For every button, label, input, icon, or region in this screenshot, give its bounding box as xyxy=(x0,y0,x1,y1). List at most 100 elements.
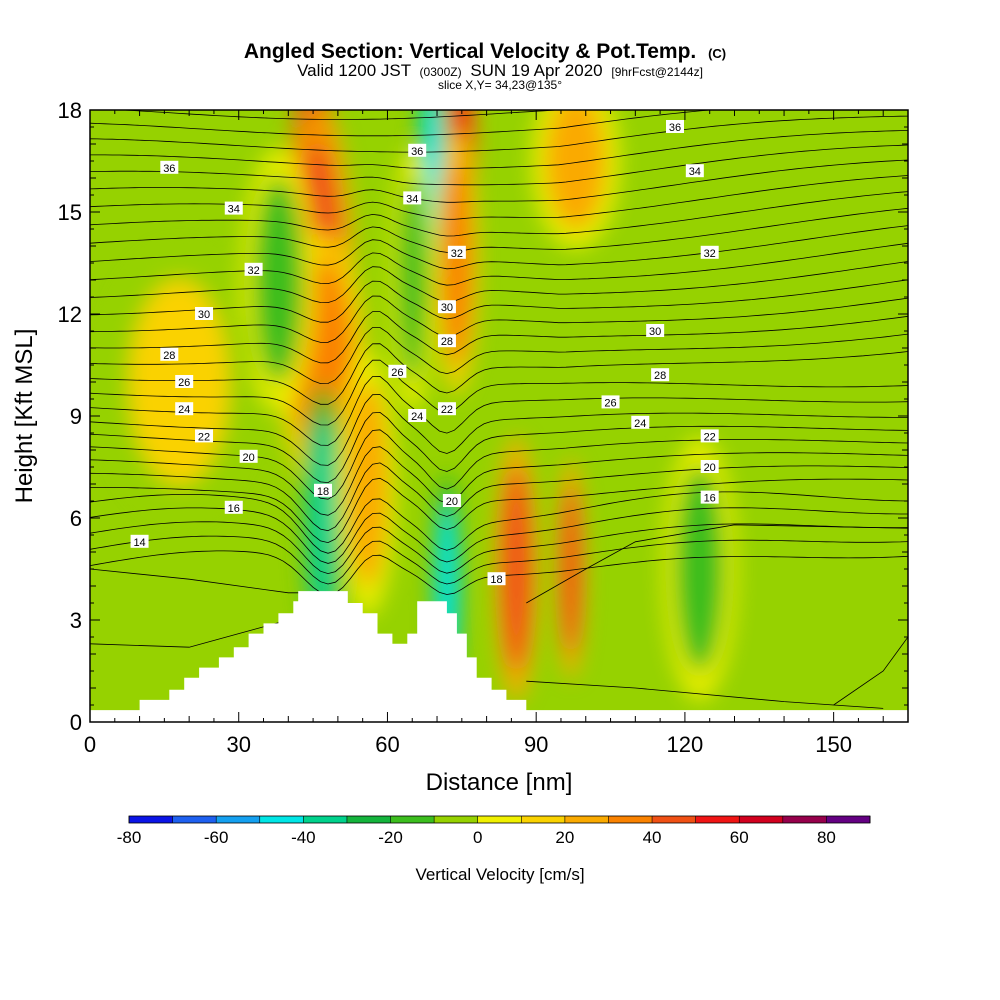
contour-label-box xyxy=(646,324,665,337)
contour-label: 24 xyxy=(631,415,650,430)
colorbar-tick-label: 20 xyxy=(555,828,574,847)
contour-label-text: 36 xyxy=(163,163,175,175)
colorbar-swatch xyxy=(521,816,566,823)
contour-label-box xyxy=(160,347,179,361)
x-axis: 0 30 60 90 120 150 xyxy=(84,110,909,757)
colorbar-label: Vertical Velocity [cm/s] xyxy=(415,865,584,884)
velocity-cell xyxy=(347,382,388,586)
y-tick-label: 0 xyxy=(70,710,82,735)
valid-time-line: Valid 1200 JST (0300Z) SUN 19 Apr 2020 [… xyxy=(297,61,703,80)
colorbar-tick-label: -80 xyxy=(117,828,142,847)
colorbar-swatch xyxy=(346,816,392,823)
contour-label-box xyxy=(244,262,263,276)
pot-temp-contours xyxy=(90,110,908,709)
isentrope-line xyxy=(90,327,908,385)
contour-label-text: 36 xyxy=(669,122,681,134)
colorbar-swatch xyxy=(259,816,304,823)
isentrope-line xyxy=(90,311,908,364)
contour-label-text: 26 xyxy=(391,367,403,379)
contour-label-text: 18 xyxy=(490,574,502,586)
isentrope-line xyxy=(117,110,562,120)
contour-label: 28 xyxy=(651,368,670,382)
isentrope-line xyxy=(90,535,908,585)
isentrope-line xyxy=(90,477,908,544)
contour-label-text: 18 xyxy=(317,486,329,498)
isentrope-line xyxy=(90,261,908,304)
contour-label-box xyxy=(130,534,149,548)
colorbar-swatch xyxy=(172,816,217,823)
contour-label-text: 22 xyxy=(441,404,453,416)
y-tick-label: 12 xyxy=(58,302,82,327)
contour-label-text: 30 xyxy=(441,302,453,314)
contour-label-text: 28 xyxy=(163,350,175,362)
contour-label-text: 26 xyxy=(604,397,616,409)
contour-label: 28 xyxy=(437,334,456,348)
contour-label: 22 xyxy=(437,402,456,416)
colorbar: -80 -60 -40 -20 0 20 40 60 80 xyxy=(117,815,871,847)
contour-label-text: 24 xyxy=(178,404,190,416)
contour-label-text: 16 xyxy=(704,493,716,505)
contour-label-box xyxy=(160,160,179,174)
contour-label: 28 xyxy=(160,347,179,362)
contour-label-text: 32 xyxy=(451,248,463,260)
contour-label-box xyxy=(239,449,258,463)
x-tick-label: 60 xyxy=(375,732,399,757)
colorbar-tick-label: 60 xyxy=(730,828,749,847)
y-tick-label: 9 xyxy=(70,404,82,429)
isentrope-line xyxy=(90,411,908,484)
contour-label-box xyxy=(437,402,456,416)
contour-label-box xyxy=(700,490,719,504)
colorbar-swatch xyxy=(216,816,261,823)
contour-label-box xyxy=(408,143,427,157)
velocity-cell xyxy=(397,178,428,382)
colorbar-swatch xyxy=(390,816,435,823)
contour-label: 30 xyxy=(195,307,214,321)
isentrope-line xyxy=(90,394,908,466)
contour-label-box xyxy=(437,334,456,348)
contour-label: 26 xyxy=(175,375,194,389)
isentrope-line xyxy=(90,446,908,516)
colorbar-swatch xyxy=(739,816,784,823)
contour-label: 24 xyxy=(408,409,427,423)
title-block: Angled Section: Vertical Velocity & Pot.… xyxy=(244,40,726,92)
contour-label-box xyxy=(175,375,194,388)
chart-title: Angled Section: Vertical Velocity & Pot.… xyxy=(244,40,726,63)
contour-label-box xyxy=(665,120,684,133)
isentrope-line xyxy=(90,521,908,575)
y-tick-label: 3 xyxy=(70,608,82,633)
isentrope-line xyxy=(90,191,908,237)
colorbar-tick-label: 0 xyxy=(473,828,482,847)
contour-label: 26 xyxy=(601,395,620,409)
contour-label-text: 30 xyxy=(649,326,661,338)
contour-label-text: 34 xyxy=(228,204,240,216)
x-tick-label: 90 xyxy=(524,732,548,757)
contour-label: 36 xyxy=(408,143,427,158)
plot-area: 36 34 32 30 28 26 24 22 20 16 14 18 26 24 22 20 18 36 34 32… xyxy=(90,110,908,722)
contour-label-box xyxy=(195,307,214,320)
velocity-cell xyxy=(308,416,338,620)
isentrope-line xyxy=(90,429,908,500)
velocity-cell xyxy=(674,467,725,671)
contour-label-text: 24 xyxy=(411,411,423,423)
contour-label-text: 22 xyxy=(704,431,716,443)
contour-label-text: 34 xyxy=(406,193,418,205)
contour-label: 30 xyxy=(437,300,456,314)
contour-label-text: 36 xyxy=(411,146,423,158)
colorbar-swatch xyxy=(129,816,174,823)
contour-label-box xyxy=(487,572,506,586)
velocity-cell xyxy=(560,484,581,654)
contour-label-text: 24 xyxy=(634,418,646,430)
terrain xyxy=(90,591,908,722)
contour-label-text: 20 xyxy=(243,452,255,464)
colorbar-swatch xyxy=(826,816,871,823)
contour-label: 18 xyxy=(314,483,333,498)
contour-label: 34 xyxy=(224,201,243,216)
contour-label: 36 xyxy=(160,160,179,175)
contour-label-box xyxy=(700,460,719,473)
colorbar-swatch xyxy=(434,816,479,823)
contour-labels: 36 34 32 30 28 26 24 22 20 16 14 18 26 24 22 20 18 36 34 32… xyxy=(130,120,719,586)
contour-label: 32 xyxy=(700,245,719,260)
isentrope-line xyxy=(90,110,715,137)
